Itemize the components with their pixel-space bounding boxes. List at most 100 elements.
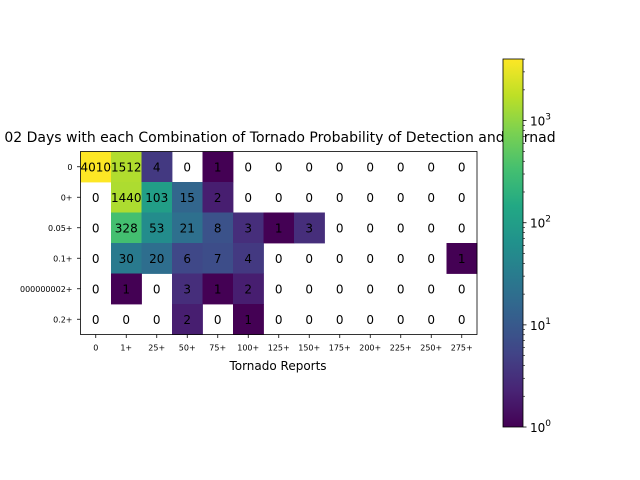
cell-label-r3-c0: 0 [92,252,100,266]
cell-label-r5-c4: 0 [214,313,222,327]
cell-label-r2-c8: 0 [336,221,344,235]
cell-label-r1-c10: 0 [397,191,405,205]
cell-label-r3-c7: 0 [305,252,313,266]
cell-label-r4-c0: 0 [92,282,100,296]
cell-label-r4-c2: 0 [153,282,161,296]
x-tick-label: 0 [93,344,98,353]
cell-label-r2-c10: 0 [397,221,405,235]
heatmap-cells [80,151,478,335]
cell-label-r2-c0: 0 [92,221,100,235]
y-tick-label: 0+ [61,193,73,202]
cell-label-r0-c11: 0 [427,160,435,174]
x-tick-label: 125+ [268,344,290,353]
cell-label-r0-c3: 0 [183,160,191,174]
cell-label-r2-c9: 0 [366,221,374,235]
cell-label-r3-c12: 1 [458,252,466,266]
heatmap-cell-r0-c1 [111,151,142,183]
heatmap-cell-r2-c1 [111,212,142,244]
cell-label-r1-c6: 0 [275,191,283,205]
y-tick-label: 0 [67,163,72,172]
cell-label-r1-c0: 0 [92,191,100,205]
cell-label-r0-c4: 1 [214,160,222,174]
cell-label-r3-c8: 0 [336,252,344,266]
cell-label-r0-c7: 0 [305,160,313,174]
cell-label-r0-c2: 4 [153,160,161,174]
heatmap-cell-r1-c1 [111,182,142,213]
cell-label-r3-c9: 0 [366,252,374,266]
cell-label-r3-c3: 6 [183,252,191,266]
y-tick-label: 0.1+ [53,254,72,263]
cell-label-r5-c9: 0 [366,313,374,327]
colorbar-tick-label: 100 [530,419,551,435]
cell-label-r4-c11: 0 [427,282,435,296]
heatmap-cell-r3-c4 [202,243,234,274]
cell-label-r4-c1: 1 [122,282,130,296]
x-tick-label: 250+ [420,344,442,353]
x-tick-label: 25+ [148,344,165,353]
cell-label-r0-c1: 1512 [111,160,142,174]
cell-label-r3-c4: 7 [214,252,222,266]
heatmap-cell-r4-c4 [202,273,234,305]
y-tick-label: 0.2+ [53,315,72,324]
cell-label-r1-c1: 1440 [111,191,142,205]
cell-label-r4-c8: 0 [336,282,344,296]
x-tick-label: 225+ [390,344,412,353]
heatmap-cell-r2-c5 [233,212,264,244]
cell-label-r5-c3: 2 [183,313,191,327]
cell-label-r1-c12: 0 [458,191,466,205]
cell-label-r4-c9: 0 [366,282,374,296]
heatmap-cell-r3-c5 [233,243,264,274]
heatmap-cell-r4-c5 [233,273,264,305]
heatmap-cell-r2-c6 [263,212,295,244]
cell-label-r5-c1: 0 [122,313,130,327]
heatmap-cell-r1-c3 [172,182,203,213]
x-tick-label: 200+ [359,344,381,353]
x-tick-label: 50+ [179,344,196,353]
cell-label-r1-c3: 15 [180,191,195,205]
colorbar-tick-label: 101 [530,317,551,333]
cell-label-r3-c11: 0 [427,252,435,266]
x-tick-label: 175+ [329,344,351,353]
y-axis: 0 0+ 0.05+ 0.1+ 000000002+ 0.2+ [20,163,81,324]
cell-label-r4-c4: 1 [214,282,222,296]
cell-label-r3-c6: 0 [275,252,283,266]
cell-label-r2-c2: 53 [149,221,164,235]
heatmap-cell-r2-c2 [141,212,173,244]
heatmap-cell-r4-c1 [111,273,142,305]
cell-label-r4-c10: 0 [397,282,405,296]
cell-label-r2-c12: 0 [458,221,466,235]
x-axis: 0 1+ 25+ 50+ 75+ 100+ 125+ 150+ 175+ 200+ 225+ 250+… [93,334,473,353]
heatmap-cell-r3-c12 [446,243,478,274]
cell-label-r2-c7: 3 [305,221,313,235]
cell-label-r4-c3: 3 [183,282,191,296]
y-tick-label: 0.05+ [48,224,73,233]
y-tick-label: 000000002+ [20,285,73,294]
heatmap-cell-r5-c3 [172,304,203,335]
colorbar-gradient [502,58,524,428]
cell-label-r1-c4: 2 [214,191,222,205]
cell-label-r5-c6: 0 [275,313,283,327]
cell-label-r0-c6: 0 [275,160,283,174]
heatmap-cell-r3-c2 [141,243,173,274]
cell-label-r1-c8: 0 [336,191,344,205]
heatmap-cell-r0-c2 [141,151,173,183]
cell-label-r0-c10: 0 [397,160,405,174]
cell-label-r5-c11: 0 [427,313,435,327]
cell-label-r5-c8: 0 [336,313,344,327]
cell-label-r4-c7: 0 [305,282,313,296]
cell-label-r0-c12: 0 [458,160,466,174]
cell-label-r5-c12: 0 [458,313,466,327]
cell-label-r1-c11: 0 [427,191,435,205]
heatmap-cell-r4-c3 [172,273,203,305]
x-tick-label: 1+ [120,344,132,353]
heatmap-cell-r0-c0 [80,151,112,183]
cell-label-r2-c4: 8 [214,221,222,235]
cell-label-r0-c0: 4010 [80,160,111,174]
cell-label-r2-c11: 0 [427,221,435,235]
x-tick-label: 150+ [298,344,320,353]
cell-label-r1-c7: 0 [305,191,313,205]
cell-label-r2-c1: 328 [115,221,138,235]
colorbar-tick-label: 102 [530,215,551,231]
heatmap-cell-r1-c4 [202,182,234,213]
